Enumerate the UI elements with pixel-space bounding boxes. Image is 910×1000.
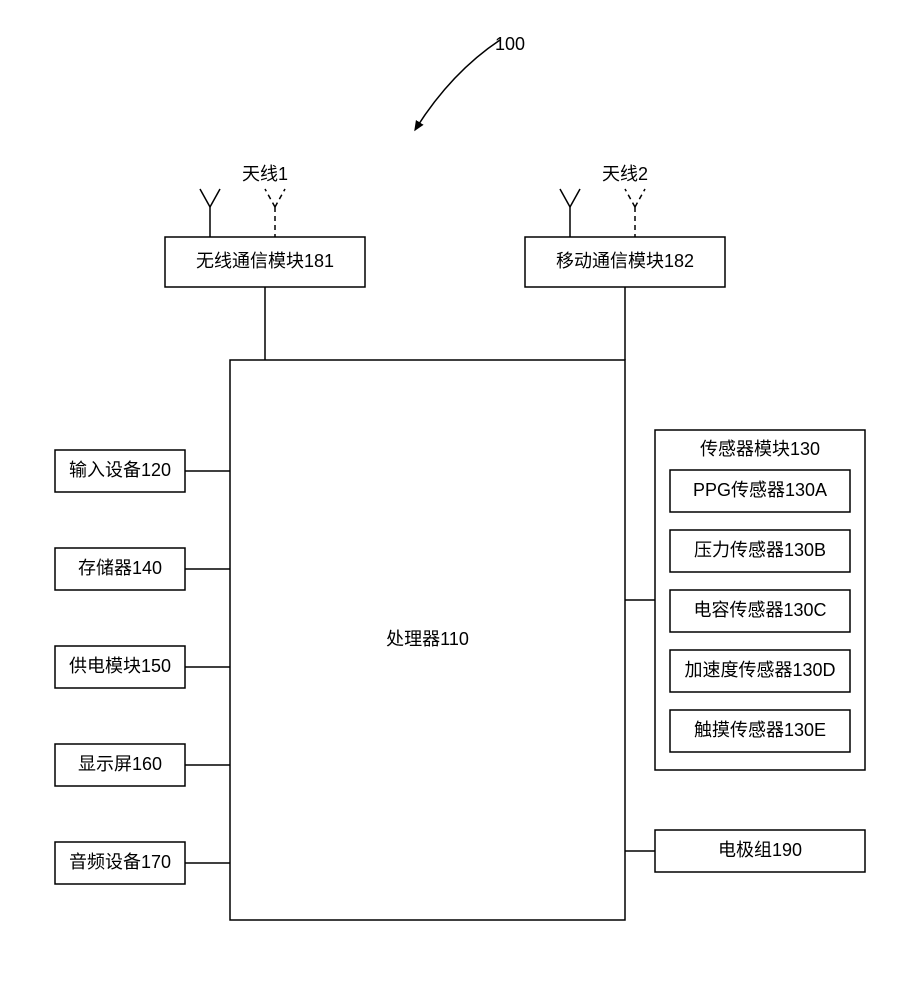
- sensor-item-label-0: PPG传感器130A: [693, 480, 827, 500]
- left-module-label-4: 音频设备170: [69, 852, 171, 872]
- sensor-item-label-1: 压力传感器130B: [694, 540, 826, 560]
- left-module-label-0: 输入设备120: [69, 460, 171, 480]
- mobile-comm-module-label: 移动通信模块182: [556, 251, 694, 271]
- figure-number-label: 100: [495, 34, 525, 54]
- antenna2-solid-arm-r: [570, 189, 580, 207]
- processor-label: 处理器110: [386, 629, 469, 649]
- left-module-label-2: 供电模块150: [69, 656, 171, 676]
- sensor-item-label-4: 触摸传感器130E: [694, 720, 826, 740]
- electrode-group-label: 电极组190: [718, 840, 802, 860]
- figure-pointer-arrow: [415, 40, 500, 130]
- antenna1-dashed-arm-r: [275, 189, 285, 207]
- antenna1-label: 天线1: [242, 164, 288, 184]
- sensor-item-label-3: 加速度传感器130D: [684, 660, 835, 680]
- antenna2-dashed-arm-r: [635, 189, 645, 207]
- left-module-label-1: 存储器140: [78, 558, 162, 578]
- antenna2-label: 天线2: [602, 164, 648, 184]
- antenna1-solid-arm-l: [200, 189, 210, 207]
- sensor-item-label-2: 电容传感器130C: [693, 600, 826, 620]
- sensor-module-container-label: 传感器模块130: [700, 439, 820, 459]
- wireless-comm-module-label: 无线通信模块181: [196, 251, 334, 271]
- antenna1-dashed-arm-l: [265, 189, 275, 207]
- antenna2-solid-arm-l: [560, 189, 570, 207]
- left-module-label-3: 显示屏160: [78, 754, 162, 774]
- antenna1-solid-arm-r: [210, 189, 220, 207]
- antenna2-dashed-arm-l: [625, 189, 635, 207]
